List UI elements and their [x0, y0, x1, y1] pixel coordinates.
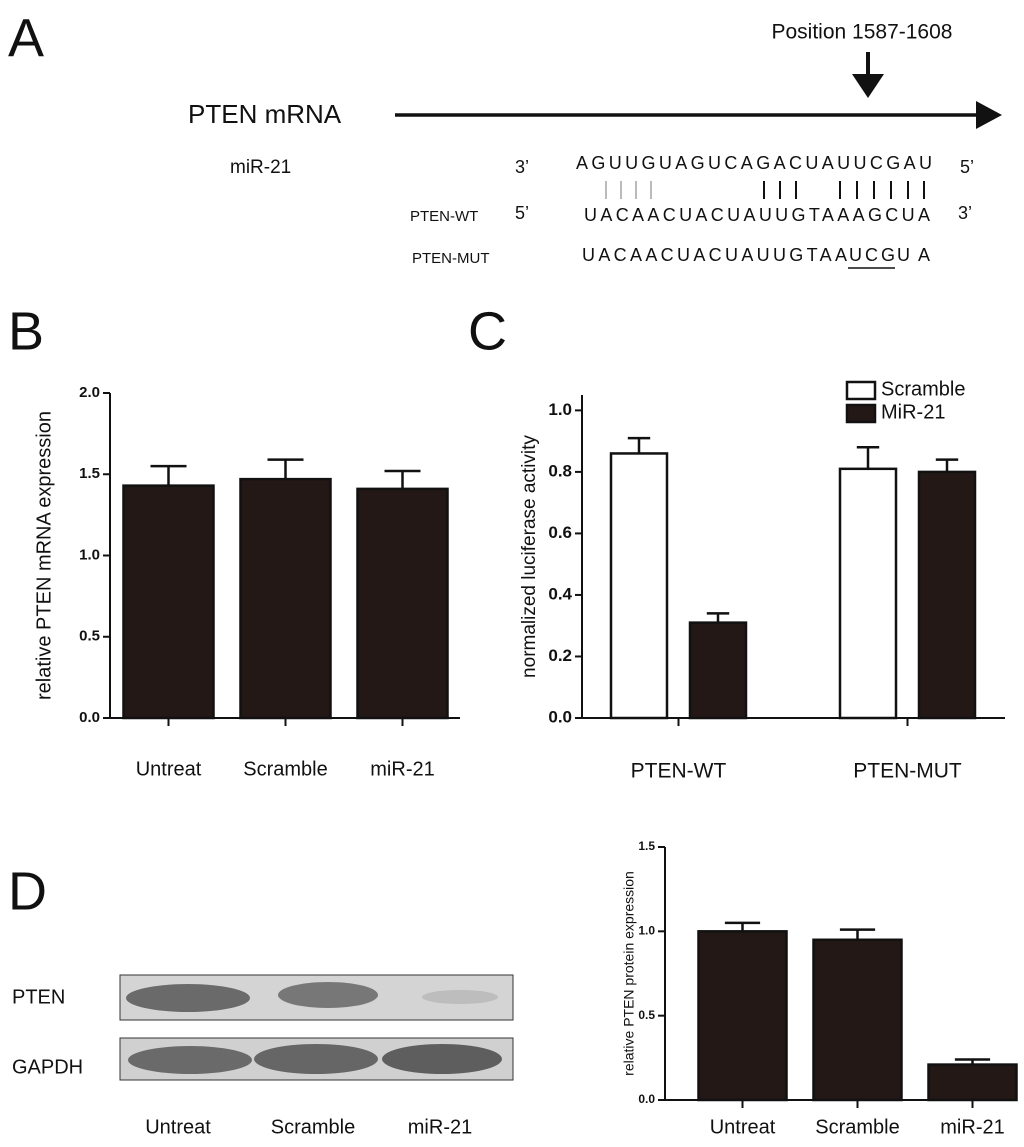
- x-tick-label: Scramble: [243, 758, 327, 780]
- arrowhead: [852, 74, 884, 98]
- mrna-label: PTEN mRNA: [188, 99, 342, 129]
- x-tick-label: miR-21: [370, 758, 434, 780]
- bar: [122, 484, 215, 720]
- y-tick-label: 0.8: [548, 461, 572, 480]
- x-tick-label: PTEN-MUT: [853, 760, 962, 783]
- bar: [609, 452, 669, 720]
- bar: [917, 470, 977, 720]
- y-tick-label: 0.0: [79, 709, 100, 726]
- panel-label: A: [8, 8, 44, 68]
- end-label: 5’: [960, 157, 974, 177]
- end-label: 3’: [515, 157, 529, 177]
- y-tick-label: 0.0: [548, 707, 572, 726]
- y-tick-label: 0.5: [79, 628, 100, 645]
- legend-label: MiR-21: [881, 401, 945, 423]
- y-axis-label: normalized luciferase activity: [519, 435, 540, 678]
- y-axis-label: relative PTEN mRNA expression: [33, 411, 55, 700]
- x-tick-label: Untreat: [710, 1116, 776, 1138]
- bar: [688, 621, 748, 720]
- legend-swatch: [845, 403, 877, 424]
- blot-row-label: PTEN: [12, 986, 65, 1008]
- x-tick-label: miR-21: [940, 1116, 1004, 1138]
- lane-label: Untreat: [145, 1116, 211, 1138]
- sequence: AGUUGUAGUCAGACUAUUCGAU: [576, 153, 932, 173]
- end-label: 3’: [958, 203, 972, 223]
- position-label: Position 1587-1608: [772, 21, 953, 44]
- blot-row-label: GAPDH: [12, 1056, 83, 1078]
- y-tick-label: 0.0: [638, 1092, 655, 1106]
- bar: [812, 938, 903, 1102]
- y-tick-label: 1.0: [548, 400, 572, 419]
- panel-label: C: [468, 301, 507, 361]
- y-tick-label: 1.0: [638, 924, 655, 938]
- panel-label: D: [8, 861, 47, 921]
- y-tick-label: 2.0: [79, 384, 100, 401]
- y-axis-label: relative PTEN protein expression: [621, 871, 637, 1076]
- y-tick-label: 1.5: [638, 839, 655, 853]
- seq-label: PTEN-MUT: [412, 250, 490, 267]
- y-tick-label: 0.6: [548, 523, 572, 542]
- y-tick-label: 0.4: [548, 584, 572, 603]
- x-tick-label: Scramble: [815, 1116, 899, 1138]
- lane-label: Scramble: [271, 1116, 355, 1138]
- sequence: UACAACUACUAUUGTAAAGCUA: [584, 205, 930, 225]
- y-tick-label: 1.0: [79, 546, 100, 563]
- bar: [697, 930, 788, 1102]
- pairing-lines: [605, 181, 925, 199]
- bar: [838, 467, 898, 720]
- arrowhead: [976, 101, 1002, 129]
- y-tick-label: 0.5: [638, 1008, 655, 1022]
- lane-label: miR-21: [408, 1116, 472, 1138]
- bar: [239, 477, 332, 720]
- x-tick-label: Untreat: [136, 758, 202, 780]
- sequence: UCG: [849, 245, 895, 265]
- x-tick-label: PTEN-WT: [631, 760, 727, 783]
- y-tick-label: 1.5: [79, 465, 100, 482]
- bar: [927, 1063, 1018, 1102]
- sequence: UA: [897, 245, 930, 265]
- legend-label: Scramble: [881, 378, 965, 400]
- mir-label: miR-21: [230, 157, 291, 178]
- end-label: 5’: [515, 203, 529, 223]
- y-tick-label: 0.2: [548, 646, 572, 665]
- legend-swatch: [845, 380, 877, 401]
- blot-image: [119, 974, 514, 1081]
- sequence: UACAACUACUAUUGTAA: [582, 245, 847, 265]
- seq-label: PTEN-WT: [410, 208, 478, 225]
- bar: [356, 487, 449, 720]
- panel-label: B: [8, 301, 44, 361]
